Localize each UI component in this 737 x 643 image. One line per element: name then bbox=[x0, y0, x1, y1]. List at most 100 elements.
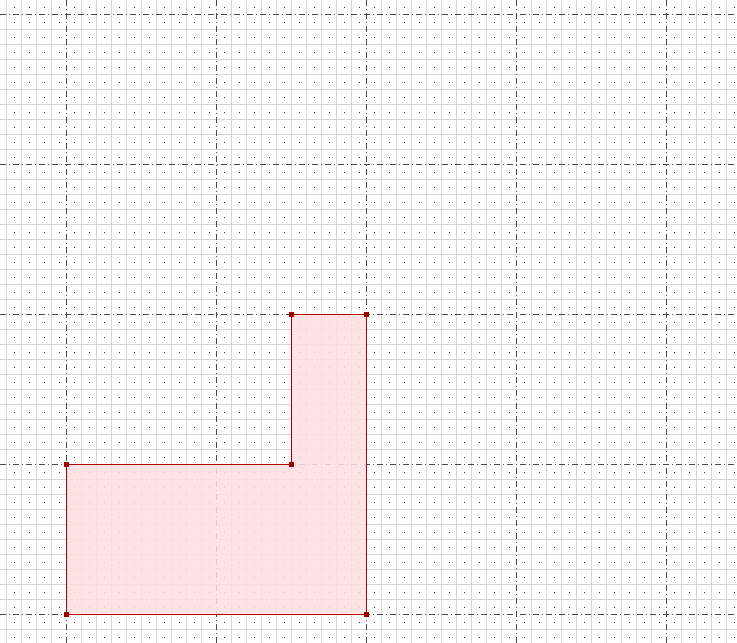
grid-dot bbox=[509, 82, 510, 83]
grid-dot bbox=[74, 232, 75, 233]
grid-dot bbox=[644, 247, 645, 248]
grid-dot bbox=[719, 142, 720, 143]
vertex-handle[interactable] bbox=[289, 462, 294, 467]
grid-dot bbox=[554, 217, 555, 218]
grid-dot bbox=[134, 637, 135, 638]
grid-dot bbox=[119, 37, 120, 38]
grid-dot bbox=[179, 97, 180, 98]
grid-dot bbox=[629, 187, 630, 188]
grid-dot bbox=[209, 307, 210, 308]
grid-dot bbox=[644, 82, 645, 83]
grid-dot bbox=[14, 337, 15, 338]
grid-dot bbox=[569, 307, 570, 308]
grid-dot bbox=[419, 37, 420, 38]
grid-dot bbox=[209, 427, 210, 428]
grid-dot bbox=[74, 142, 75, 143]
grid-dot bbox=[374, 472, 375, 473]
grid-dot bbox=[704, 412, 705, 413]
grid-dot bbox=[464, 487, 465, 488]
grid-dot bbox=[614, 97, 615, 98]
grid-dot bbox=[644, 37, 645, 38]
grid-dot bbox=[224, 397, 225, 398]
grid-dot bbox=[389, 592, 390, 593]
vertex-handle[interactable] bbox=[64, 462, 69, 467]
grid-dot bbox=[239, 277, 240, 278]
grid-dot bbox=[194, 442, 195, 443]
grid-dot bbox=[89, 112, 90, 113]
grid-dot bbox=[719, 22, 720, 23]
grid-dot bbox=[29, 202, 30, 203]
grid-dot bbox=[464, 532, 465, 533]
grid-dot bbox=[224, 337, 225, 338]
grid-dot bbox=[734, 292, 735, 293]
grid-dot bbox=[284, 67, 285, 68]
grid-dot bbox=[434, 277, 435, 278]
grid-dot bbox=[554, 502, 555, 503]
grid-dot bbox=[614, 202, 615, 203]
grid-dot bbox=[284, 427, 285, 428]
grid-dot bbox=[314, 637, 315, 638]
vertex-handle[interactable] bbox=[364, 612, 369, 617]
grid-dot bbox=[434, 337, 435, 338]
grid-dot bbox=[719, 82, 720, 83]
grid-dot bbox=[14, 622, 15, 623]
grid-dot bbox=[134, 22, 135, 23]
grid-dot bbox=[14, 247, 15, 248]
grid-dot bbox=[704, 532, 705, 533]
vertex-handle[interactable] bbox=[64, 612, 69, 617]
grid-dot bbox=[509, 22, 510, 23]
grid-dot bbox=[194, 157, 195, 158]
grid-dot bbox=[689, 142, 690, 143]
grid-dot bbox=[584, 547, 585, 548]
grid-dot bbox=[719, 607, 720, 608]
grid-dot bbox=[389, 442, 390, 443]
grid-dot bbox=[164, 232, 165, 233]
grid-dot bbox=[569, 232, 570, 233]
grid-dot bbox=[389, 352, 390, 353]
grid-dot bbox=[164, 457, 165, 458]
grid-dot bbox=[59, 472, 60, 473]
grid-dot bbox=[89, 202, 90, 203]
grid-dot bbox=[734, 442, 735, 443]
grid-dot bbox=[674, 397, 675, 398]
grid-dot bbox=[314, 7, 315, 8]
grid-dot bbox=[719, 277, 720, 278]
vertex-handle[interactable] bbox=[364, 312, 369, 317]
grid-dot bbox=[464, 82, 465, 83]
grid-dot bbox=[419, 277, 420, 278]
grid-dot bbox=[134, 367, 135, 368]
grid-dot bbox=[314, 97, 315, 98]
grid-dot bbox=[284, 187, 285, 188]
grid-dot bbox=[104, 202, 105, 203]
grid-dot bbox=[299, 82, 300, 83]
grid-dot bbox=[659, 442, 660, 443]
grid-dot bbox=[419, 352, 420, 353]
grid-dot bbox=[194, 262, 195, 263]
grid-dot bbox=[269, 322, 270, 323]
vertex-handle[interactable] bbox=[289, 312, 294, 317]
grid-dot bbox=[89, 142, 90, 143]
grid-dot bbox=[494, 517, 495, 518]
grid-dot bbox=[119, 22, 120, 23]
grid-dot bbox=[464, 397, 465, 398]
grid-dot bbox=[89, 352, 90, 353]
grid-dot bbox=[164, 82, 165, 83]
grid-dot bbox=[194, 637, 195, 638]
grid-dot bbox=[299, 277, 300, 278]
grid-dot bbox=[149, 622, 150, 623]
grid-dot bbox=[74, 37, 75, 38]
grid-dot bbox=[164, 367, 165, 368]
grid-dot bbox=[464, 22, 465, 23]
grid-dot bbox=[389, 412, 390, 413]
grid-dot bbox=[524, 307, 525, 308]
grid-dot bbox=[704, 262, 705, 263]
grid-dot bbox=[59, 172, 60, 173]
grid-dot bbox=[584, 277, 585, 278]
grid-dot bbox=[89, 307, 90, 308]
grid-dot bbox=[374, 517, 375, 518]
grid-dot bbox=[284, 157, 285, 158]
grid-dot bbox=[629, 7, 630, 8]
grid-dot bbox=[434, 592, 435, 593]
